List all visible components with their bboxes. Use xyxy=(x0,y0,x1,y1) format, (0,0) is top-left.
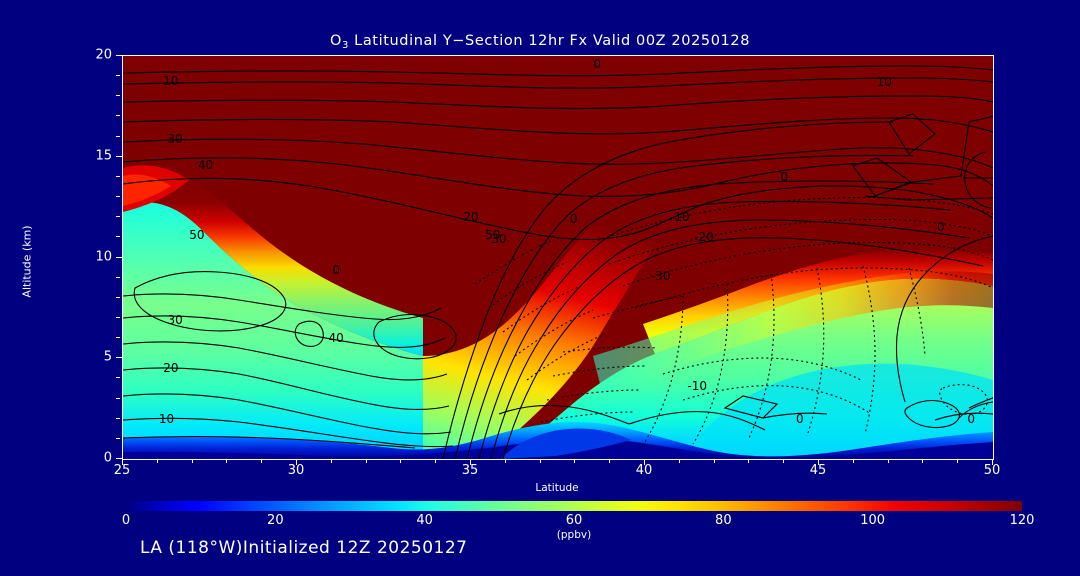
fill-blue-notch xyxy=(501,428,631,459)
x-tick-mark xyxy=(261,459,263,463)
y-tick-label: 20 xyxy=(95,47,112,63)
colorbar-tick-label: 60 xyxy=(565,513,583,528)
colorbar-tick-label: 100 xyxy=(860,513,886,528)
x-tick-mark xyxy=(609,459,611,463)
colorbar-units: (ppbv) xyxy=(556,529,592,541)
y-tick-mark xyxy=(116,276,120,278)
x-tick-mark xyxy=(922,459,924,463)
x-tick-mark xyxy=(191,459,193,463)
y-tick-mark xyxy=(116,296,120,298)
plot-area: 10 30 40 50 0 30 40 50 20 10 0 20 30 0 -10 -20 -30 -10 0 0 0… xyxy=(122,55,994,460)
y-tick-mark xyxy=(116,95,120,97)
y-tick-label: 15 xyxy=(95,148,112,164)
colorbar-tick-label: 0 xyxy=(121,513,131,528)
x-tick-label: 40 xyxy=(635,463,653,478)
colorbar-tick-label: 20 xyxy=(267,513,284,528)
x-tick-mark xyxy=(957,459,959,463)
y-tick-mark xyxy=(116,175,120,177)
chart-title-species: O xyxy=(329,33,342,49)
x-axis-title: Latitude xyxy=(535,482,579,494)
colorbar-tick-label: 40 xyxy=(416,513,433,528)
y-tick-mark xyxy=(116,75,120,77)
y-tick-mark xyxy=(116,377,120,379)
x-tick-mark xyxy=(330,459,332,463)
chart-title-subscript: 3 xyxy=(341,40,349,51)
y-tick-mark xyxy=(116,196,120,198)
y-tick-mark xyxy=(116,316,120,318)
chart-title-rest: Latitudinal Y−Section 12hr Fx Valid 00Z … xyxy=(348,33,751,49)
x-tick-mark xyxy=(748,459,750,463)
fill-tropopause-south xyxy=(123,164,423,356)
y-tick-mark xyxy=(116,155,122,157)
contour-lines-dotted xyxy=(474,196,993,449)
colorbar-tick-label: 80 xyxy=(715,513,732,528)
y-tick-label: 5 xyxy=(103,349,112,365)
fill-cyan-pool-north xyxy=(683,363,993,459)
x-tick-mark xyxy=(887,459,889,463)
y-tick-mark xyxy=(116,437,120,439)
y-tick-label: 0 xyxy=(103,450,112,466)
x-tick-label: 50 xyxy=(983,463,1001,478)
x-tick-label: 45 xyxy=(809,463,827,478)
y-tick-mark xyxy=(116,55,122,56)
colorbar xyxy=(126,501,1022,511)
x-tick-mark xyxy=(992,459,993,465)
y-tick-mark xyxy=(116,135,120,137)
fill-tropopause-fold xyxy=(423,198,683,459)
x-tick-mark xyxy=(365,459,367,463)
x-tick-mark xyxy=(156,459,158,463)
y-tick-mark xyxy=(116,256,122,258)
x-tick-mark xyxy=(122,459,123,465)
footer-caption: LA (118°W)Initialized 12Z 20250127 xyxy=(140,538,468,558)
y-tick-mark xyxy=(116,216,120,218)
chart-title: O3 Latitudinal Y−Section 12hr Fx Valid 0… xyxy=(0,33,1080,51)
contour-lines-solid xyxy=(123,65,993,459)
fill-fold-blend xyxy=(593,271,993,396)
x-tick-mark xyxy=(504,459,506,463)
y-tick-mark xyxy=(116,417,120,419)
x-tick-mark xyxy=(400,459,402,463)
y-tick-mark xyxy=(116,357,122,359)
x-tick-mark xyxy=(783,459,785,463)
x-tick-label: 35 xyxy=(461,463,479,478)
contour-plot-canvas xyxy=(123,56,993,459)
y-tick-mark xyxy=(116,236,120,238)
x-tick-mark xyxy=(644,459,645,465)
y-axis-title: Altitude (km) xyxy=(20,225,34,298)
x-tick-mark xyxy=(296,459,297,465)
y-tick-mark xyxy=(116,115,120,117)
y-tick-label: 10 xyxy=(95,249,112,264)
x-tick-mark xyxy=(713,459,715,463)
x-tick-mark xyxy=(226,459,228,463)
x-tick-mark xyxy=(574,459,576,463)
x-tick-mark xyxy=(435,459,437,463)
x-tick-mark xyxy=(852,459,854,463)
x-tick-mark xyxy=(818,459,819,465)
y-tick-mark xyxy=(116,337,120,339)
x-tick-label: 25 xyxy=(113,463,131,478)
y-tick-mark xyxy=(116,397,120,399)
x-tick-label: 30 xyxy=(287,463,305,478)
x-tick-mark xyxy=(470,459,471,465)
colorbar-tick-label: 120 xyxy=(1009,513,1035,528)
x-tick-mark xyxy=(678,459,680,463)
y-tick-mark xyxy=(116,458,122,459)
x-tick-mark xyxy=(539,459,541,463)
